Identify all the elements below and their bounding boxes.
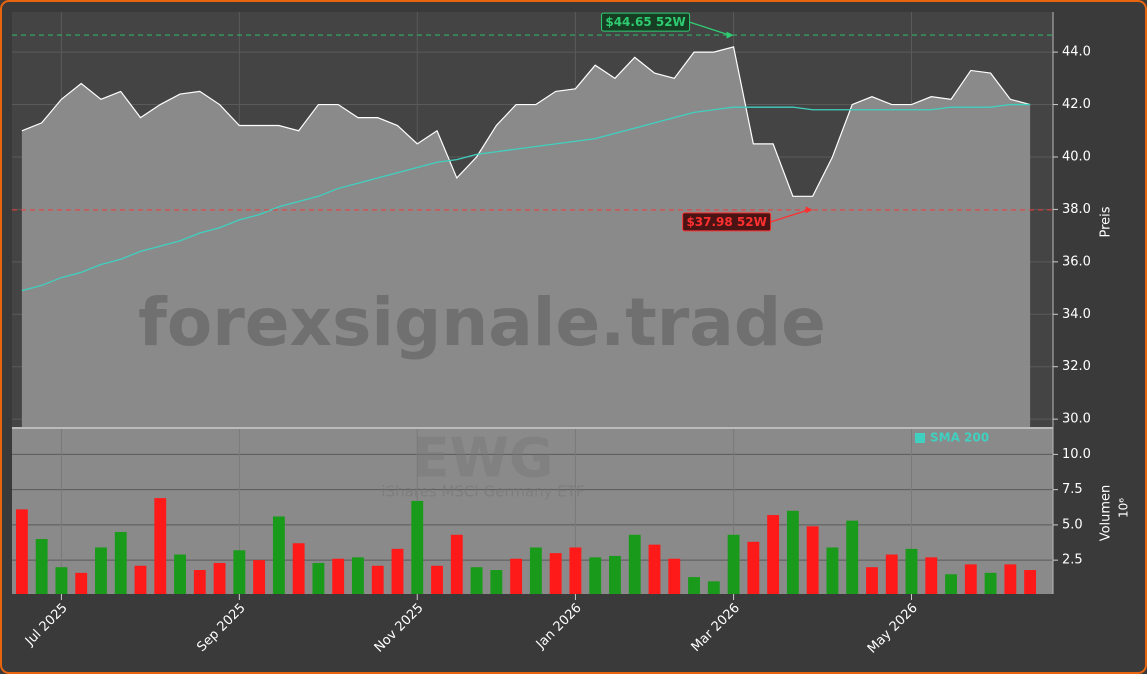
volume-bar (154, 498, 167, 594)
volume-bar (95, 547, 107, 594)
legend-swatch (915, 433, 925, 443)
annotation-arrowhead (805, 206, 813, 214)
volume-bar (292, 543, 305, 594)
volume-bar (450, 534, 463, 594)
annotation-arrowhead (726, 31, 734, 39)
annotation-label: $44.65 52W (605, 15, 685, 29)
volume-bar (707, 581, 720, 594)
volume-bar (648, 544, 661, 594)
volume-bar (846, 520, 859, 594)
annotation-arrow (689, 21, 730, 36)
volume-bar (529, 547, 542, 594)
volume-bar (114, 531, 127, 594)
volume-bar (55, 567, 68, 594)
y-tick-label: 44.0 (1062, 45, 1091, 60)
volume-bar (193, 570, 206, 594)
volume-bar (925, 557, 938, 594)
y-tick-label: 5.0 (1062, 517, 1083, 532)
volume-bar (609, 555, 621, 594)
volume-bar (312, 562, 325, 594)
volume-bar (885, 554, 898, 594)
volume-bar (470, 567, 483, 594)
y-tick-label: 34.0 (1062, 307, 1091, 322)
legend-label: SMA 200 (930, 431, 989, 445)
price-line (21, 46, 1031, 197)
volume-bar (134, 565, 147, 594)
y-tick-label: 7.5 (1062, 482, 1083, 497)
volume-bar (332, 558, 345, 594)
volume-bar (411, 500, 424, 594)
volume-bar (668, 558, 681, 594)
volume-bar (767, 515, 780, 594)
volume-bar (35, 539, 48, 594)
volume-bar (964, 564, 977, 594)
volume-bar (945, 574, 957, 594)
volume-bar (1004, 564, 1017, 594)
volume-bar (589, 557, 602, 594)
volume-bar (727, 534, 740, 594)
y-axis-label: Preis (1099, 206, 1114, 237)
y-tick-label: 38.0 (1062, 202, 1091, 217)
volume-bar (905, 548, 918, 594)
volume-bar (233, 550, 246, 594)
volume-bar (510, 558, 523, 594)
watermark: forexsignale.trade (138, 284, 826, 361)
volume-bar (747, 541, 760, 594)
volume-bar (1024, 570, 1037, 594)
y-tick-label: 36.0 (1062, 254, 1091, 269)
volume-bar (490, 570, 503, 594)
volume-bar (174, 554, 186, 594)
volume-bar (984, 572, 997, 594)
volume-bar (549, 553, 562, 594)
volume-layer (15, 498, 1037, 594)
watermark-name: iShares MSCI Germany ETF (381, 483, 584, 501)
volume-bar (826, 547, 839, 594)
volume-bar (272, 516, 285, 594)
volume-bar (569, 547, 582, 594)
volume-bar (352, 557, 364, 594)
price-layer: SMA 200 $44.65 52W $37.98 52W (12, 12, 1053, 445)
volume-bar (213, 562, 226, 594)
y-axis-unit: 10⁶ (1117, 498, 1131, 518)
y-axis-label: Volumen (1099, 485, 1114, 542)
y-tick-label: 42.0 (1062, 97, 1091, 112)
y-tick-label: 2.5 (1062, 553, 1083, 568)
volume-bar (75, 572, 88, 594)
y-tick-label: 30.0 (1062, 412, 1091, 427)
y-tick-label: 40.0 (1062, 149, 1091, 164)
volume-bar (688, 577, 700, 594)
volume-bar (371, 565, 384, 594)
annotation-arrow (770, 209, 809, 223)
volume-bar (391, 548, 404, 594)
price-area (21, 46, 1031, 427)
volume-bar (431, 565, 443, 594)
y-tick-label: 10.0 (1062, 447, 1091, 462)
volume-bar (628, 534, 641, 594)
annotation-label: $37.98 52W (686, 215, 766, 229)
volume-bar (806, 526, 819, 594)
y-tick-label: 32.0 (1062, 359, 1091, 374)
volume-bar (786, 510, 799, 594)
volume-bar (866, 567, 878, 594)
watermark-ticker: EWG (413, 427, 554, 490)
volume-bar (253, 560, 266, 594)
volume-bar (15, 509, 28, 594)
sma-line (21, 103, 1031, 292)
